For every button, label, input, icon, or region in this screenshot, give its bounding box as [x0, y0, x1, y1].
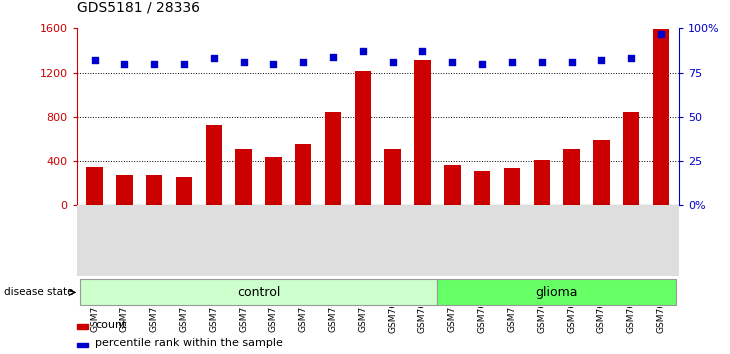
Text: control: control — [237, 286, 280, 299]
Bar — [235, 149, 252, 205]
Bar — [77, 343, 88, 347]
Bar — [474, 171, 491, 205]
Point — [178, 61, 190, 67]
Bar — [176, 177, 192, 205]
Bar — [80, 279, 437, 306]
Bar — [265, 156, 282, 205]
Text: disease state: disease state — [4, 287, 73, 297]
Text: GDS5181 / 28336: GDS5181 / 28336 — [77, 0, 199, 14]
Bar — [325, 113, 341, 205]
Text: count: count — [95, 320, 126, 330]
Bar — [355, 72, 371, 205]
Point — [655, 31, 666, 36]
Bar — [116, 176, 133, 205]
Bar — [437, 279, 676, 306]
Point — [357, 48, 369, 54]
Point — [208, 56, 220, 61]
Point — [297, 59, 309, 65]
Point — [506, 59, 518, 65]
Bar — [146, 176, 162, 205]
Bar — [385, 149, 401, 205]
Point — [566, 59, 577, 65]
Point — [268, 61, 280, 67]
Point — [417, 48, 429, 54]
Point — [238, 59, 250, 65]
Point — [387, 59, 399, 65]
Point — [327, 54, 339, 59]
Point — [536, 59, 548, 65]
Point — [118, 61, 130, 67]
Bar — [593, 140, 610, 205]
Bar — [504, 168, 520, 205]
Point — [148, 61, 160, 67]
Bar — [415, 61, 431, 205]
Point — [626, 56, 637, 61]
Point — [596, 57, 607, 63]
Point — [476, 61, 488, 67]
Bar — [534, 160, 550, 205]
Text: percentile rank within the sample: percentile rank within the sample — [95, 338, 283, 348]
Bar — [295, 144, 312, 205]
Point — [447, 59, 458, 65]
Bar — [623, 113, 639, 205]
Bar — [444, 166, 461, 205]
Point — [89, 57, 101, 63]
Bar — [206, 125, 222, 205]
Bar — [86, 167, 103, 205]
Text: glioma: glioma — [535, 286, 578, 299]
Bar — [77, 324, 88, 329]
Bar — [653, 29, 669, 205]
Bar — [564, 149, 580, 205]
